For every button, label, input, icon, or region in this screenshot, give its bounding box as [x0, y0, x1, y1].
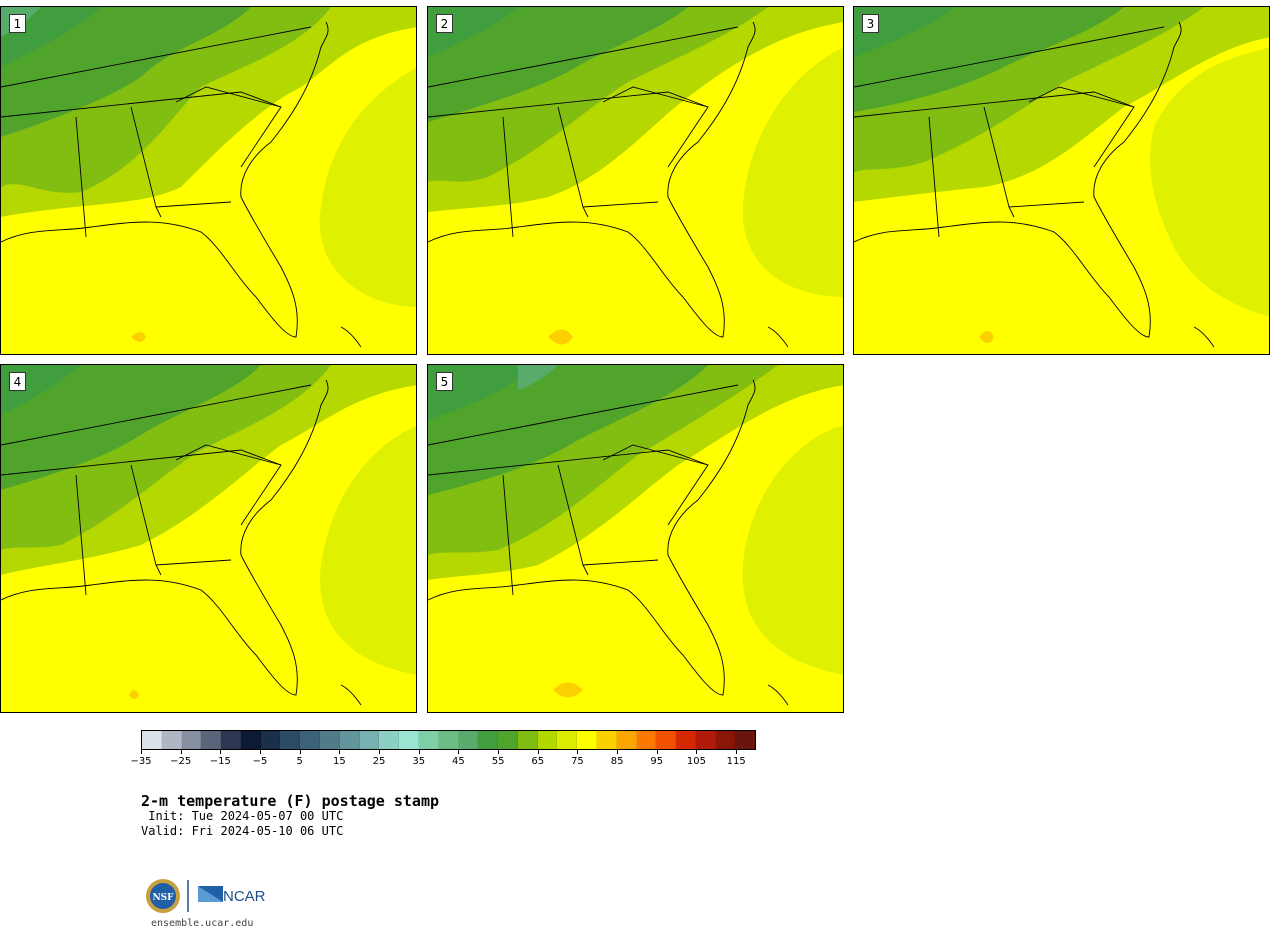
colorbar-tick — [141, 750, 142, 754]
colorbar-tick-label: 105 — [686, 756, 707, 767]
colorbar-tick-label: 25 — [372, 756, 386, 767]
colorbar-swatch — [676, 731, 696, 749]
colorbar-swatch — [577, 731, 597, 749]
colorbar-swatch — [537, 731, 558, 749]
panel-number-label: 1 — [9, 14, 26, 33]
colorbar-swatch — [161, 731, 182, 749]
colorbar-swatch — [517, 731, 538, 749]
colorbar-tick — [339, 750, 341, 754]
colorbar-tick — [260, 750, 262, 754]
temperature-map — [428, 7, 843, 354]
map-panel-3: 3 — [853, 6, 1270, 355]
colorbar-swatch — [458, 731, 479, 749]
colorbar-tick — [379, 750, 381, 754]
colorbar-swatch — [379, 731, 400, 749]
colorbar-swatch — [201, 731, 222, 749]
colorbar-tick-label: 95 — [650, 756, 664, 767]
footer-url: ensemble.ucar.edu — [151, 918, 254, 929]
panel-number-label: 3 — [862, 14, 879, 33]
colorbar-tick-label: 35 — [412, 756, 426, 767]
colorbar-swatch — [339, 731, 360, 749]
colorbar-tick — [577, 750, 579, 754]
colorbar-swatch — [715, 731, 736, 749]
colorbar-swatch — [656, 731, 677, 749]
colorbar-tick — [180, 750, 182, 754]
colorbar-tick-label: −5 — [252, 756, 268, 767]
colorbar-tick — [299, 750, 301, 754]
colorbar-tick-label: 115 — [726, 756, 746, 767]
colorbar-swatch — [260, 731, 281, 749]
colorbar-swatch — [320, 731, 340, 749]
colorbar-swatch — [359, 731, 380, 749]
colorbar-tick-label: 45 — [452, 756, 465, 767]
temperature-map — [428, 365, 843, 712]
colorbar-tick-label: 5 — [296, 756, 303, 767]
chart-title: 2-m temperature (F) postage stamp — [141, 792, 440, 810]
colorbar-swatch — [557, 731, 578, 749]
colorbar-swatch — [221, 731, 241, 749]
colorbar-tick-label: −25 — [170, 756, 192, 767]
valid-time: Valid: Fri 2024-05-10 06 UTC — [141, 824, 344, 838]
colorbar-swatch — [498, 731, 518, 749]
panel-number-label: 2 — [436, 14, 453, 33]
colorbar-tick — [736, 750, 738, 754]
colorbar-tick — [617, 750, 619, 754]
colorbar-swatch — [399, 731, 419, 749]
colorbar-tick-label: 65 — [531, 756, 545, 767]
colorbar-tick-label: 55 — [491, 756, 505, 767]
colorbar-swatch — [596, 731, 617, 749]
colorbar-tick — [418, 750, 420, 754]
map-panel-5: 5 — [427, 364, 844, 713]
colorbar-swatch — [735, 731, 756, 749]
colorbar-swatch — [695, 731, 716, 749]
nsf-ncar-logo: NSF NCAR — [146, 879, 266, 913]
panel-number-label: 4 — [9, 372, 26, 391]
colorbar-tick-label: 15 — [333, 756, 346, 767]
colorbar-swatch — [240, 731, 261, 749]
colorbar-swatch — [636, 731, 657, 749]
svg-text:NSF: NSF — [152, 893, 174, 903]
colorbar-tick — [458, 750, 460, 754]
init-time: Init: Tue 2024-05-07 00 UTC — [141, 809, 344, 823]
logos: NSF NCAR — [145, 878, 275, 918]
colorbar-tick-label: 85 — [610, 756, 624, 767]
colorbar-swatch — [418, 731, 439, 749]
nsf-logo-icon: NSF — [146, 879, 180, 913]
colorbar-tick — [656, 750, 658, 754]
temperature-map — [1, 365, 416, 712]
temperature-colorbar — [141, 730, 756, 750]
colorbar-swatch — [142, 731, 162, 749]
colorbar-tick-label: −35 — [130, 756, 152, 767]
temperature-map — [1, 7, 416, 354]
svg-text:NCAR: NCAR — [223, 888, 266, 905]
colorbar-swatch — [478, 731, 499, 749]
temperature-map — [854, 7, 1269, 354]
ncar-logo-icon: NCAR — [198, 886, 266, 905]
colorbar-tick-label: −15 — [209, 756, 231, 767]
colorbar-tick — [220, 750, 222, 754]
panel-number-label: 5 — [436, 372, 453, 391]
colorbar-swatch — [280, 731, 301, 749]
colorbar-swatch — [181, 731, 202, 749]
colorbar-swatch — [300, 731, 321, 749]
colorbar-swatch — [616, 731, 637, 749]
colorbar-tick — [498, 750, 500, 754]
colorbar-tick — [696, 750, 698, 754]
colorbar-ticks: −35 −25 −15 −5 5 15 25 35 45 55 65 75 85 95 105 115 — [130, 750, 756, 770]
map-panel-1: 1 — [0, 6, 417, 355]
colorbar-tick — [537, 750, 539, 754]
map-panel-2: 2 — [427, 6, 844, 355]
map-panel-4: 4 — [0, 364, 417, 713]
colorbar-tick-label: 75 — [571, 756, 584, 767]
colorbar-swatch — [438, 731, 459, 749]
